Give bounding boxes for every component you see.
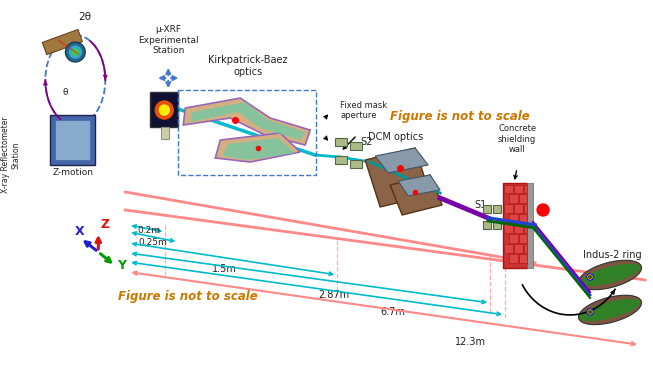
Text: Indus-2 ring: Indus-2 ring (582, 250, 641, 260)
FancyBboxPatch shape (503, 244, 513, 254)
Text: Figure is not to scale: Figure is not to scale (118, 290, 258, 303)
Circle shape (587, 274, 593, 280)
FancyBboxPatch shape (524, 244, 526, 254)
FancyBboxPatch shape (509, 195, 518, 203)
Ellipse shape (579, 260, 641, 290)
FancyBboxPatch shape (503, 224, 513, 234)
FancyBboxPatch shape (527, 183, 533, 268)
Text: 2.87m: 2.87m (318, 290, 349, 300)
Text: X: X (74, 225, 84, 238)
FancyBboxPatch shape (524, 205, 526, 213)
FancyBboxPatch shape (335, 138, 347, 146)
Text: S1: S1 (474, 200, 486, 210)
FancyBboxPatch shape (513, 224, 522, 234)
Text: 2θ: 2θ (78, 12, 91, 22)
Circle shape (588, 275, 592, 279)
Ellipse shape (579, 295, 641, 325)
Polygon shape (190, 102, 305, 140)
Polygon shape (375, 148, 428, 173)
FancyBboxPatch shape (513, 205, 522, 213)
FancyBboxPatch shape (518, 214, 526, 224)
Text: DCM optics: DCM optics (368, 132, 422, 142)
Polygon shape (215, 133, 300, 162)
Circle shape (155, 101, 173, 119)
FancyBboxPatch shape (483, 205, 491, 213)
Polygon shape (42, 29, 82, 55)
FancyBboxPatch shape (50, 115, 95, 165)
FancyBboxPatch shape (509, 254, 518, 264)
FancyBboxPatch shape (509, 214, 518, 224)
Text: S2: S2 (360, 137, 373, 147)
Text: Z-motion: Z-motion (53, 168, 94, 177)
Text: Kirkpatrick-Baez
optics: Kirkpatrick-Baez optics (208, 56, 288, 77)
Text: X-ray Reflectometer
Station: X-ray Reflectometer Station (1, 117, 20, 193)
Polygon shape (390, 175, 442, 215)
Circle shape (587, 309, 593, 315)
Circle shape (588, 311, 592, 313)
Text: Concrete
shielding
wall: Concrete shielding wall (498, 124, 536, 154)
FancyBboxPatch shape (518, 254, 526, 264)
FancyBboxPatch shape (493, 221, 501, 229)
Text: θ: θ (62, 88, 68, 97)
Circle shape (589, 311, 591, 313)
FancyBboxPatch shape (335, 156, 347, 164)
Ellipse shape (580, 264, 641, 286)
Text: 6.7m: 6.7m (380, 307, 405, 317)
Text: 0.25m: 0.25m (138, 238, 167, 247)
Polygon shape (183, 98, 310, 145)
Circle shape (588, 310, 592, 314)
FancyBboxPatch shape (513, 185, 522, 193)
Text: Y: Y (118, 259, 126, 272)
Text: Figure is not to scale: Figure is not to scale (390, 110, 530, 123)
Text: Z: Z (101, 218, 110, 231)
Text: 12.3m: 12.3m (455, 337, 486, 347)
FancyBboxPatch shape (150, 92, 178, 127)
FancyBboxPatch shape (161, 127, 169, 139)
FancyBboxPatch shape (518, 234, 526, 244)
FancyBboxPatch shape (503, 205, 513, 213)
Polygon shape (398, 175, 440, 196)
FancyBboxPatch shape (350, 160, 362, 168)
FancyBboxPatch shape (513, 244, 522, 254)
FancyBboxPatch shape (56, 120, 90, 160)
Circle shape (588, 275, 592, 278)
FancyBboxPatch shape (493, 205, 501, 213)
FancyBboxPatch shape (483, 221, 491, 229)
FancyBboxPatch shape (524, 224, 526, 234)
Text: 0.2m: 0.2m (137, 226, 160, 235)
Polygon shape (365, 148, 430, 207)
FancyBboxPatch shape (503, 185, 513, 193)
FancyBboxPatch shape (503, 183, 527, 268)
Circle shape (159, 105, 169, 115)
Circle shape (69, 46, 82, 58)
Text: Fixed mask
aperture: Fixed mask aperture (340, 101, 387, 120)
Circle shape (72, 49, 78, 55)
FancyBboxPatch shape (518, 195, 526, 203)
Text: μ-XRF
Experimental
Station: μ-XRF Experimental Station (138, 25, 199, 55)
Ellipse shape (580, 299, 641, 321)
FancyBboxPatch shape (350, 142, 362, 150)
Circle shape (537, 204, 549, 216)
Polygon shape (222, 138, 295, 160)
Text: 1.5m: 1.5m (212, 264, 237, 274)
FancyBboxPatch shape (524, 185, 526, 193)
Circle shape (65, 42, 86, 62)
Circle shape (589, 276, 591, 278)
FancyBboxPatch shape (509, 234, 518, 244)
